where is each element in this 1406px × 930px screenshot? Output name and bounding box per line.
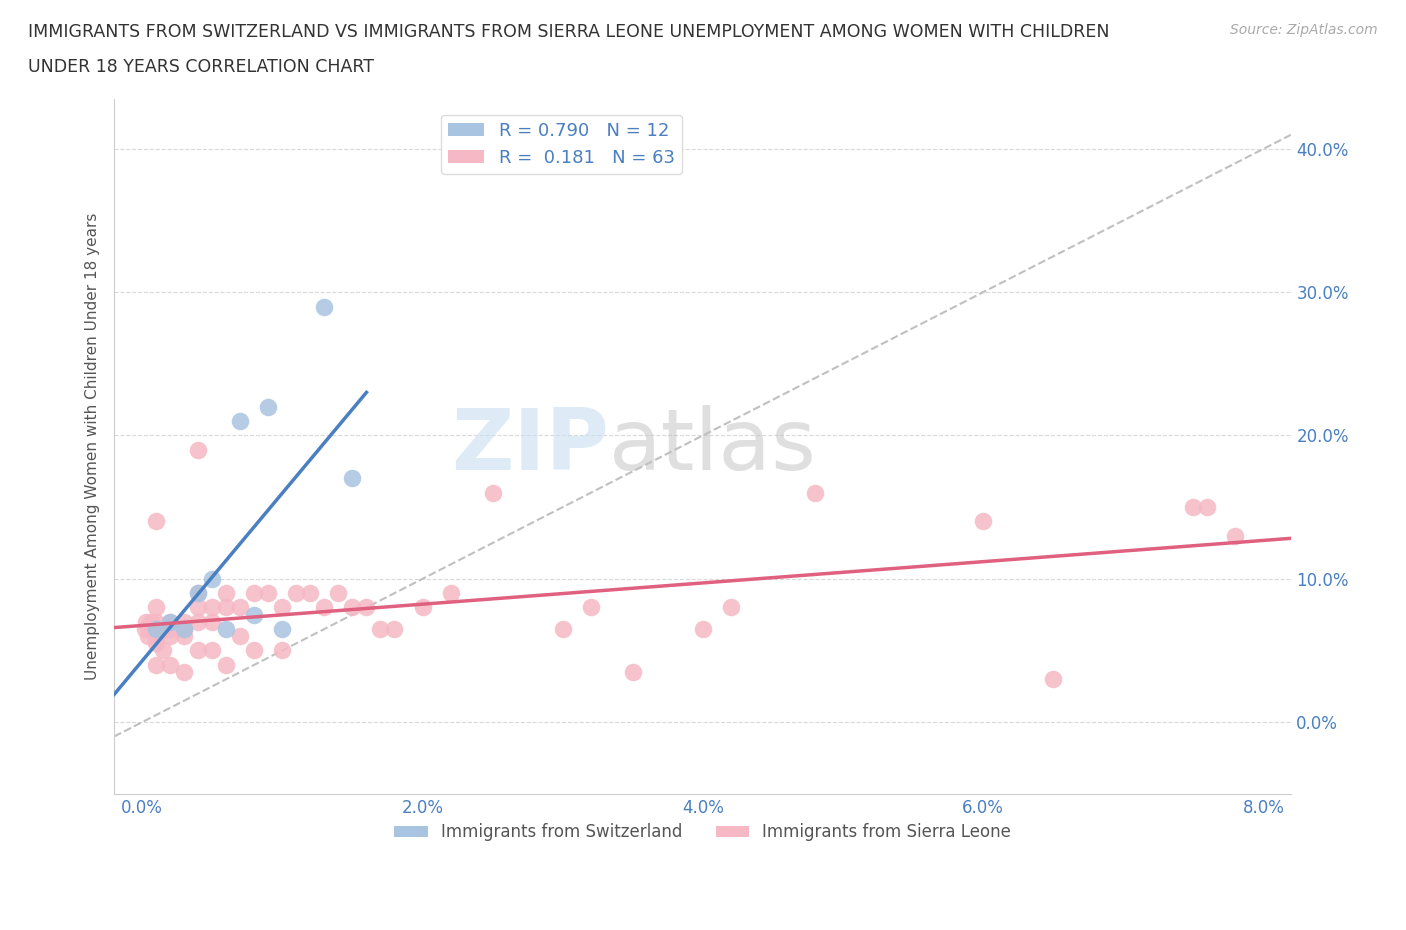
Point (1225, 528, 1247, 543)
Point (481, 485, 503, 500)
Point (551, 621, 574, 636)
Point (139, 615, 162, 630)
Point (271, 600, 294, 615)
Point (299, 586, 322, 601)
Point (152, 643, 174, 658)
Point (159, 615, 181, 630)
Point (271, 621, 294, 636)
Point (173, 621, 195, 636)
Point (314, 600, 336, 615)
Point (152, 621, 174, 636)
Text: IMMIGRANTS FROM SWITZERLAND VS IMMIGRANTS FROM SIERRA LEONE UNEMPLOYMENT AMONG W: IMMIGRANTS FROM SWITZERLAND VS IMMIGRANT… (28, 23, 1109, 41)
Text: Source: ZipAtlas.com: Source: ZipAtlas.com (1230, 23, 1378, 37)
Point (342, 600, 364, 615)
Point (243, 586, 266, 601)
Point (579, 600, 602, 615)
Point (159, 658, 181, 672)
Legend: Immigrants from Switzerland, Immigrants from Sierra Leone: Immigrants from Switzerland, Immigrants … (388, 817, 1018, 848)
Point (159, 615, 181, 630)
Point (285, 586, 308, 601)
Point (215, 600, 238, 615)
Point (145, 636, 167, 651)
Point (201, 643, 224, 658)
Point (187, 643, 209, 658)
Y-axis label: Unemployment Among Women with Children Under 18 years: Unemployment Among Women with Children U… (86, 213, 100, 680)
Point (138, 621, 160, 636)
Point (384, 621, 406, 636)
Point (439, 586, 461, 601)
Point (187, 443, 209, 458)
Point (356, 600, 378, 615)
Point (1197, 499, 1219, 514)
Point (720, 600, 742, 615)
Point (215, 621, 238, 636)
Point (201, 615, 224, 630)
Point (187, 586, 209, 601)
Point (271, 643, 294, 658)
Point (173, 615, 195, 630)
Point (134, 621, 156, 636)
Point (145, 629, 167, 644)
Point (145, 621, 167, 636)
Point (229, 600, 252, 615)
Point (142, 621, 165, 636)
Point (692, 621, 714, 636)
Point (173, 621, 195, 636)
Point (621, 665, 644, 680)
Point (243, 643, 266, 658)
Point (215, 586, 238, 601)
Point (201, 600, 224, 615)
Point (145, 615, 167, 630)
Point (257, 586, 280, 601)
Point (215, 658, 238, 672)
Point (173, 665, 195, 680)
Point (187, 586, 209, 601)
Point (972, 514, 994, 529)
Point (314, 299, 336, 314)
Point (342, 472, 364, 486)
Point (257, 399, 280, 414)
Point (159, 621, 181, 636)
Text: UNDER 18 YEARS CORRELATION CHART: UNDER 18 YEARS CORRELATION CHART (28, 58, 374, 75)
Point (145, 658, 167, 672)
Point (187, 600, 209, 615)
Point (412, 600, 434, 615)
Point (201, 571, 224, 586)
Point (143, 621, 166, 636)
Point (229, 414, 252, 429)
Point (1042, 671, 1064, 686)
Point (173, 629, 195, 644)
Point (1182, 499, 1205, 514)
Point (136, 629, 159, 644)
Point (804, 485, 827, 500)
Point (243, 607, 266, 622)
Point (145, 600, 167, 615)
Text: atlas: atlas (609, 405, 817, 487)
Point (145, 514, 167, 529)
Point (159, 629, 181, 644)
Point (187, 615, 209, 630)
Point (135, 615, 157, 630)
Text: ZIP: ZIP (451, 405, 609, 487)
Point (229, 629, 252, 644)
Point (328, 586, 350, 601)
Point (145, 621, 167, 636)
Point (141, 621, 163, 636)
Point (370, 621, 392, 636)
